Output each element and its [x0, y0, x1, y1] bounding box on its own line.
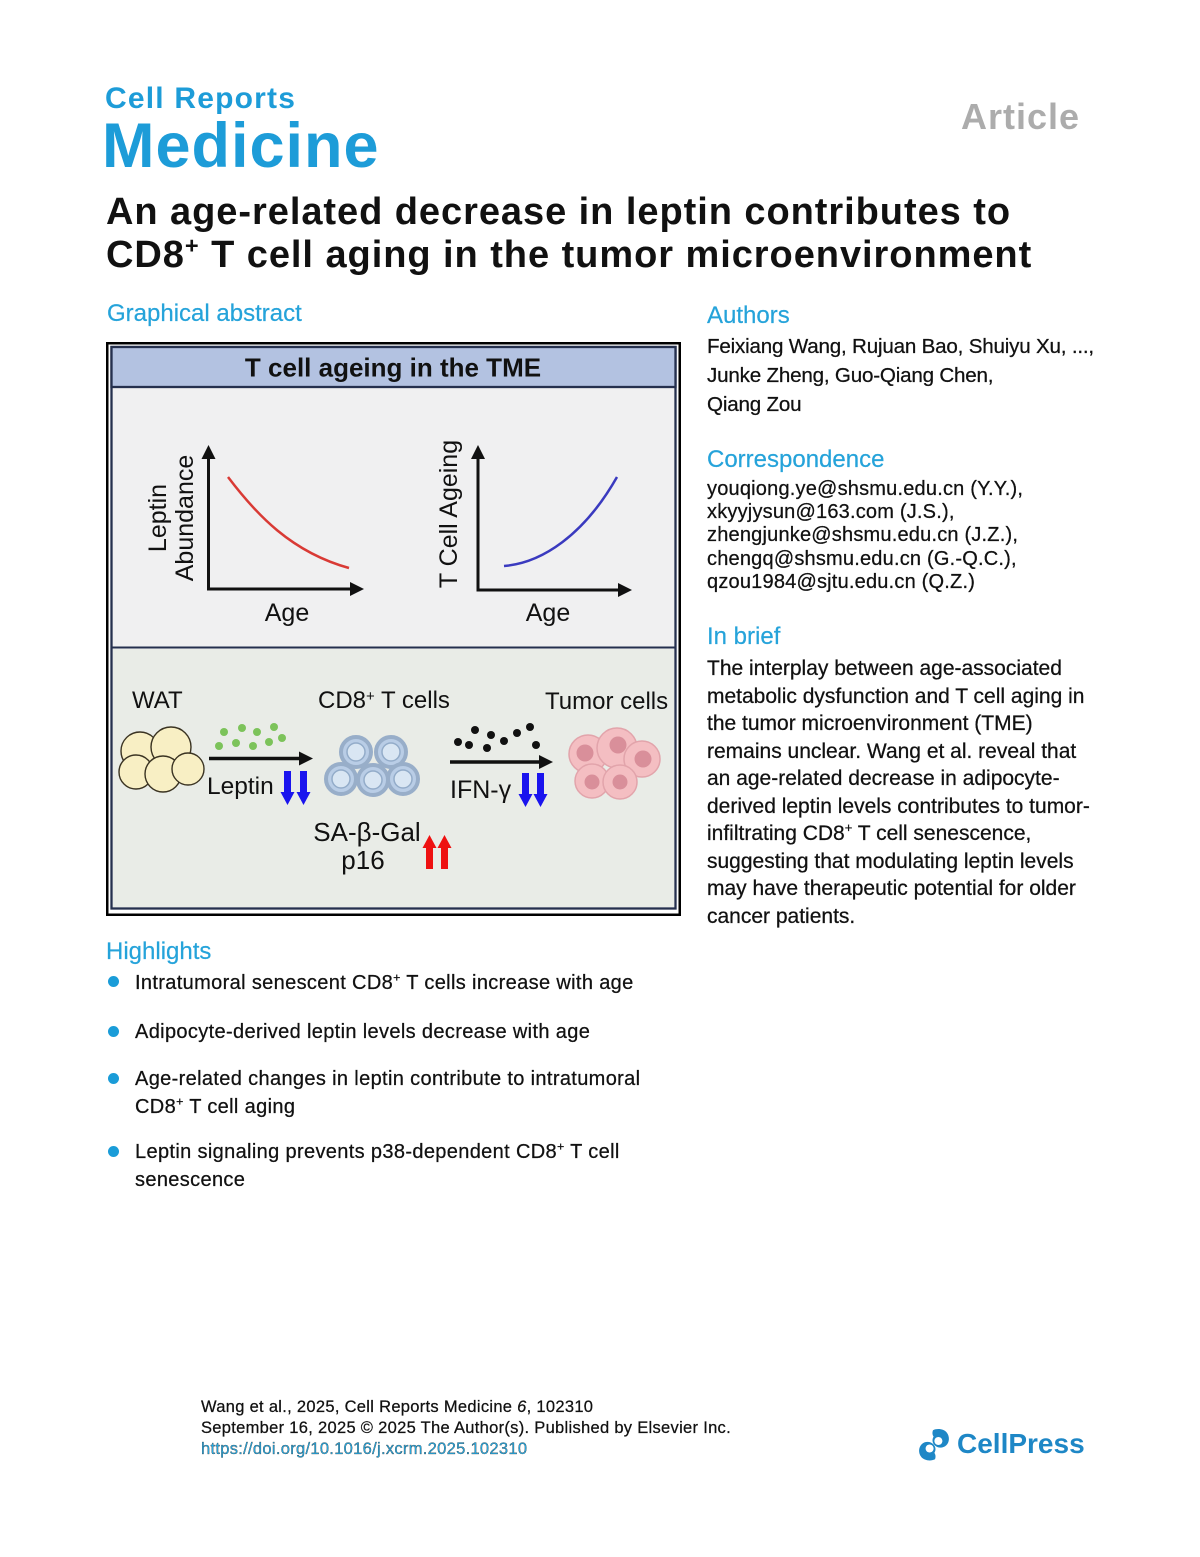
svg-text:T Cell Ageing: T Cell Ageing [435, 440, 463, 588]
svg-text:Leptin: Leptin [207, 773, 274, 800]
svg-text:CellPress: CellPress [957, 1428, 1085, 1459]
svg-text:Leptin: Leptin [144, 484, 172, 552]
svg-text:p16: p16 [341, 845, 384, 875]
svg-text:SA-β-Gal: SA-β-Gal [313, 817, 420, 847]
svg-text:T cell ageing in the TME: T cell ageing in the TME [245, 353, 541, 383]
svg-text:Age: Age [526, 599, 570, 627]
svg-text:WAT: WAT [132, 687, 183, 714]
svg-text:Age: Age [265, 599, 309, 627]
svg-text:Tumor cells: Tumor cells [545, 688, 668, 715]
svg-text:Abundance: Abundance [171, 455, 199, 582]
svg-text:CD8+ T cells: CD8+ T cells [318, 687, 450, 714]
svg-text:IFN-γ: IFN-γ [450, 776, 512, 804]
